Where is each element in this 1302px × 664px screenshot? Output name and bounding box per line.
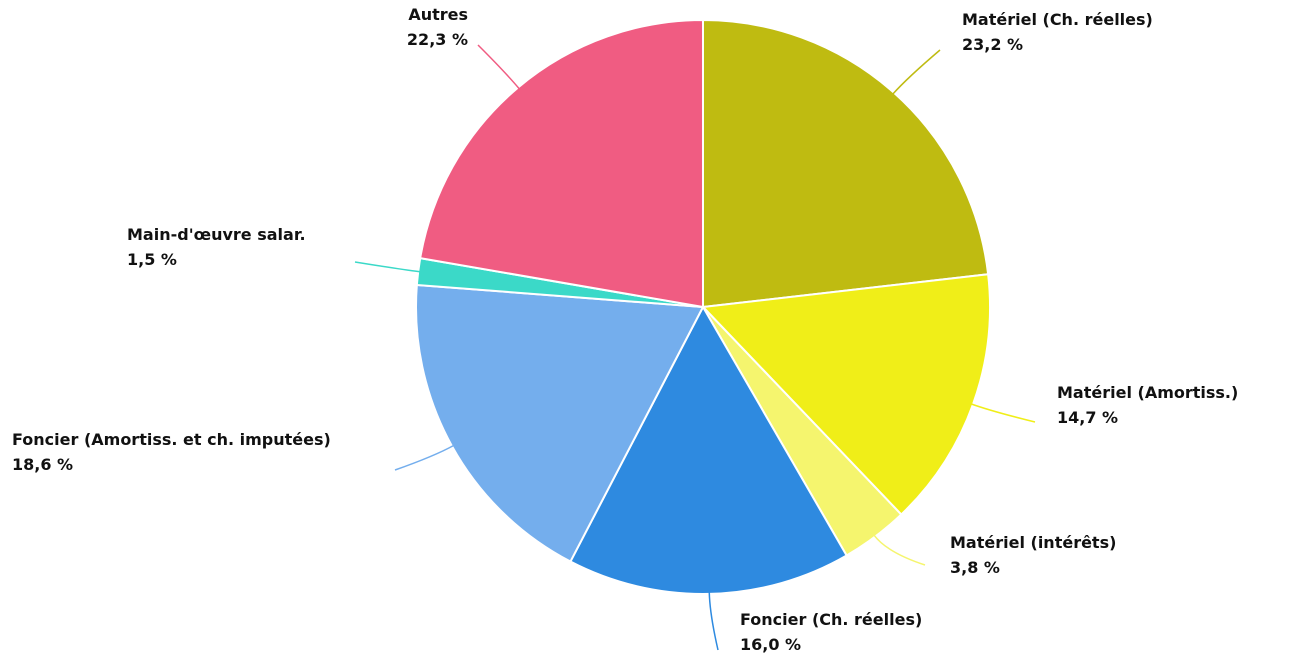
slice-value: 23,2 % <box>962 35 1023 54</box>
slice-label: Main-d'œuvre salar. <box>127 225 306 244</box>
slice-value: 22,3 % <box>407 30 468 49</box>
leader-line <box>477 44 520 90</box>
leader-line <box>892 49 941 95</box>
slice-label: Matériel (intérêts) <box>950 533 1116 552</box>
slice-label: Autres <box>408 5 468 24</box>
leader-line <box>970 403 1036 423</box>
slice-value: 18,6 % <box>12 455 73 474</box>
slice-label: Matériel (Amortiss.) <box>1057 383 1238 402</box>
leader-line <box>394 444 455 471</box>
leader-line <box>873 534 926 566</box>
slice-label: Foncier (Amortiss. et ch. imputées) <box>12 430 331 449</box>
leader-line <box>708 591 719 651</box>
slice-value: 3,8 % <box>950 558 1000 577</box>
slice-label: Matériel (Ch. réelles) <box>962 10 1153 29</box>
leader-line <box>354 261 421 273</box>
pie-slice <box>419 18 704 309</box>
slice-label: Foncier (Ch. réelles) <box>740 610 922 629</box>
slice-value: 16,0 % <box>740 635 801 654</box>
slice-value: 14,7 % <box>1057 408 1118 427</box>
slice-value: 1,5 % <box>127 250 177 269</box>
pie-slice <box>702 18 990 309</box>
